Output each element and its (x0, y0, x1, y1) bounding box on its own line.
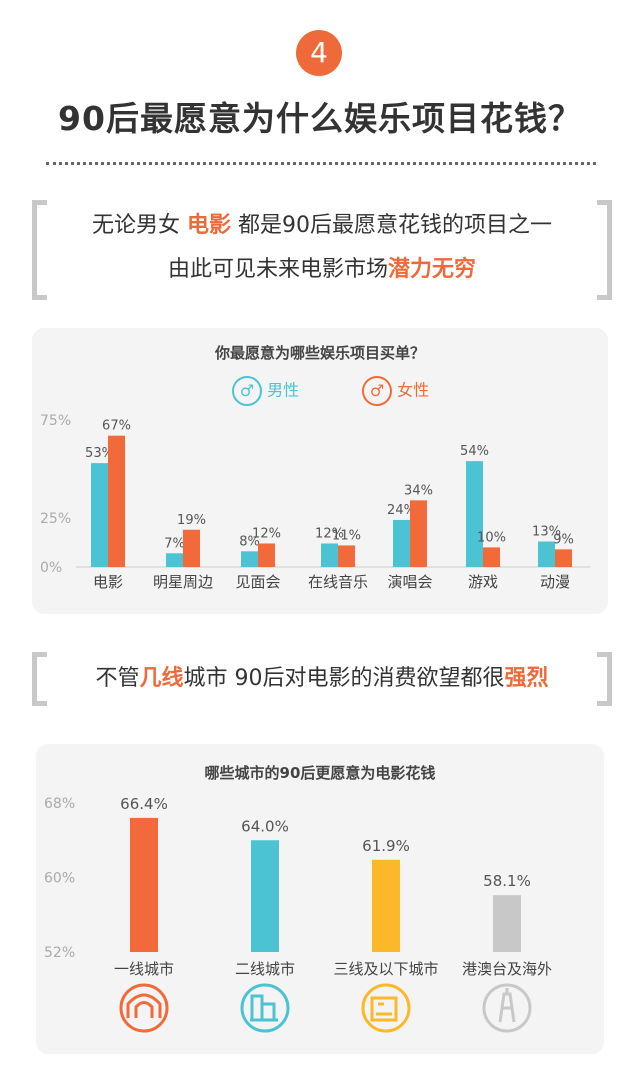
bar-value-label: 58.1% (483, 872, 531, 890)
bar-female (555, 549, 572, 567)
bar-male (538, 541, 555, 567)
bar-value-label: 8% (239, 534, 260, 549)
dotted-divider (46, 162, 596, 165)
quote2-highlight-tier: 几线 (139, 666, 184, 691)
x-category-label: 港澳台及海外 (462, 960, 552, 978)
bar-value-label: 61.9% (362, 837, 410, 855)
bar-city (251, 840, 279, 952)
bracket-left (32, 652, 47, 706)
bar-value-label: 7% (164, 536, 185, 551)
quote2-text-a: 不管 (95, 666, 140, 691)
x-category-label: 三线及以下城市 (333, 960, 438, 978)
tower-glyph (498, 988, 516, 1023)
bar-value-label: 34% (404, 483, 433, 498)
bar-male (241, 551, 258, 567)
bar-male (466, 461, 483, 567)
bar-female (483, 547, 500, 567)
city-buildings-icon (240, 983, 290, 1033)
chart-panel-entertainment (32, 328, 608, 614)
quote2-highlight-strong: 强烈 (504, 666, 549, 691)
bracket-left (32, 200, 47, 300)
section-number-badge: 4 (296, 30, 342, 76)
bar-male (321, 543, 338, 567)
legend-male-label: 男性 (267, 380, 300, 400)
bar-value-label: 10% (477, 530, 506, 545)
bar-value-label: 66.4% (120, 795, 168, 813)
tunnel-icon (119, 983, 169, 1033)
y-tick-label: 52% (44, 945, 75, 961)
x-category-label: 见面会 (235, 573, 280, 591)
bar-value-label: 19% (177, 513, 206, 528)
x-category-label: 二线城市 (235, 960, 295, 978)
bar-value-label: 11% (332, 528, 361, 543)
buildings-glyph (250, 994, 278, 1022)
quote-box-2: 不管几线城市 90后对电影的消费欲望都很强烈 (32, 652, 612, 706)
bracket-right (597, 652, 612, 706)
bar-female (183, 529, 200, 567)
quote1-line1: 无论男女 电影 都是90后最愿意花钱的项目之一 (32, 204, 612, 248)
page-title: 90后最愿意为什么娱乐项目花钱？ (58, 99, 582, 138)
bar-female (338, 545, 355, 567)
x-category-label: 在线音乐 (308, 573, 368, 591)
bar-city (130, 817, 158, 952)
bar-value-label: 53% (85, 446, 114, 461)
house-glyph (370, 996, 398, 1022)
y-tick-label: 25% (40, 511, 71, 527)
bar-male (393, 519, 410, 567)
bar-value-label: 12% (252, 526, 281, 541)
chart1-svg: 75%25%0%53%67%电影7%19%明星周边8%12%见面会12%11%在… (40, 413, 590, 591)
bracket-right (597, 200, 612, 300)
male-symbol-icon: ♂ (232, 376, 262, 406)
legend-male: ♂ 男性 (232, 376, 299, 406)
y-tick-label: 68% (44, 796, 75, 812)
quote1-text-a: 无论男女 (91, 213, 187, 238)
x-category-label: 动漫 (540, 573, 570, 591)
bar-male (166, 553, 183, 567)
quote1-text-b: 都是90后最愿意花钱的项目之一 (231, 213, 552, 238)
bar-city (493, 895, 521, 952)
bar-value-label: 67% (102, 419, 131, 434)
legend-female-label: 女性 (397, 380, 430, 400)
tunnel-glyph (126, 993, 162, 1018)
quote1-highlight-movie: 电影 (186, 213, 231, 238)
chart1-title: 你最愿意为哪些娱乐项目买单？ (214, 344, 425, 362)
quote2-text-b: 城市 90后对电影的消费欲望都很 (183, 666, 505, 691)
bar-male (91, 463, 108, 567)
x-category-label: 一线城市 (114, 960, 174, 978)
bar-value-label: 13% (532, 525, 561, 540)
quote1-line2: 由此可见未来电影市场潜力无穷 (32, 248, 612, 292)
y-tick-label: 60% (44, 871, 75, 887)
bar-female (258, 543, 275, 567)
quote-box-1: 无论男女 电影 都是90后最愿意花钱的项目之一 由此可见未来电影市场潜力无穷 (32, 200, 612, 300)
house-icon (361, 983, 411, 1033)
y-tick-label: 75% (40, 413, 71, 429)
bar-female (108, 435, 125, 567)
chart2-title: 哪些城市的90后更愿意为电影花钱 (204, 764, 436, 782)
bar-value-label: 64.0% (241, 817, 289, 835)
tower-icon (482, 983, 532, 1033)
x-category-label: 演唱会 (387, 573, 432, 591)
bar-value-label: 9% (553, 532, 574, 547)
y-tick-label: 0% (40, 560, 62, 576)
bar-value-label: 24% (387, 503, 416, 518)
quote1-highlight-potential: 潜力无穷 (388, 257, 477, 282)
bar-value-label: 54% (460, 444, 489, 459)
bar-city (372, 859, 400, 952)
female-symbol-icon: ♂ (362, 376, 392, 406)
bar-value-label: 12% (315, 526, 344, 541)
x-category-label: 游戏 (468, 573, 498, 591)
x-category-label: 明星周边 (153, 573, 213, 591)
bar-female (410, 500, 427, 567)
x-category-label: 电影 (93, 573, 123, 591)
quote1-text-c: 由此可见未来电影市场 (167, 257, 388, 282)
legend-female: ♂ 女性 (362, 376, 429, 406)
